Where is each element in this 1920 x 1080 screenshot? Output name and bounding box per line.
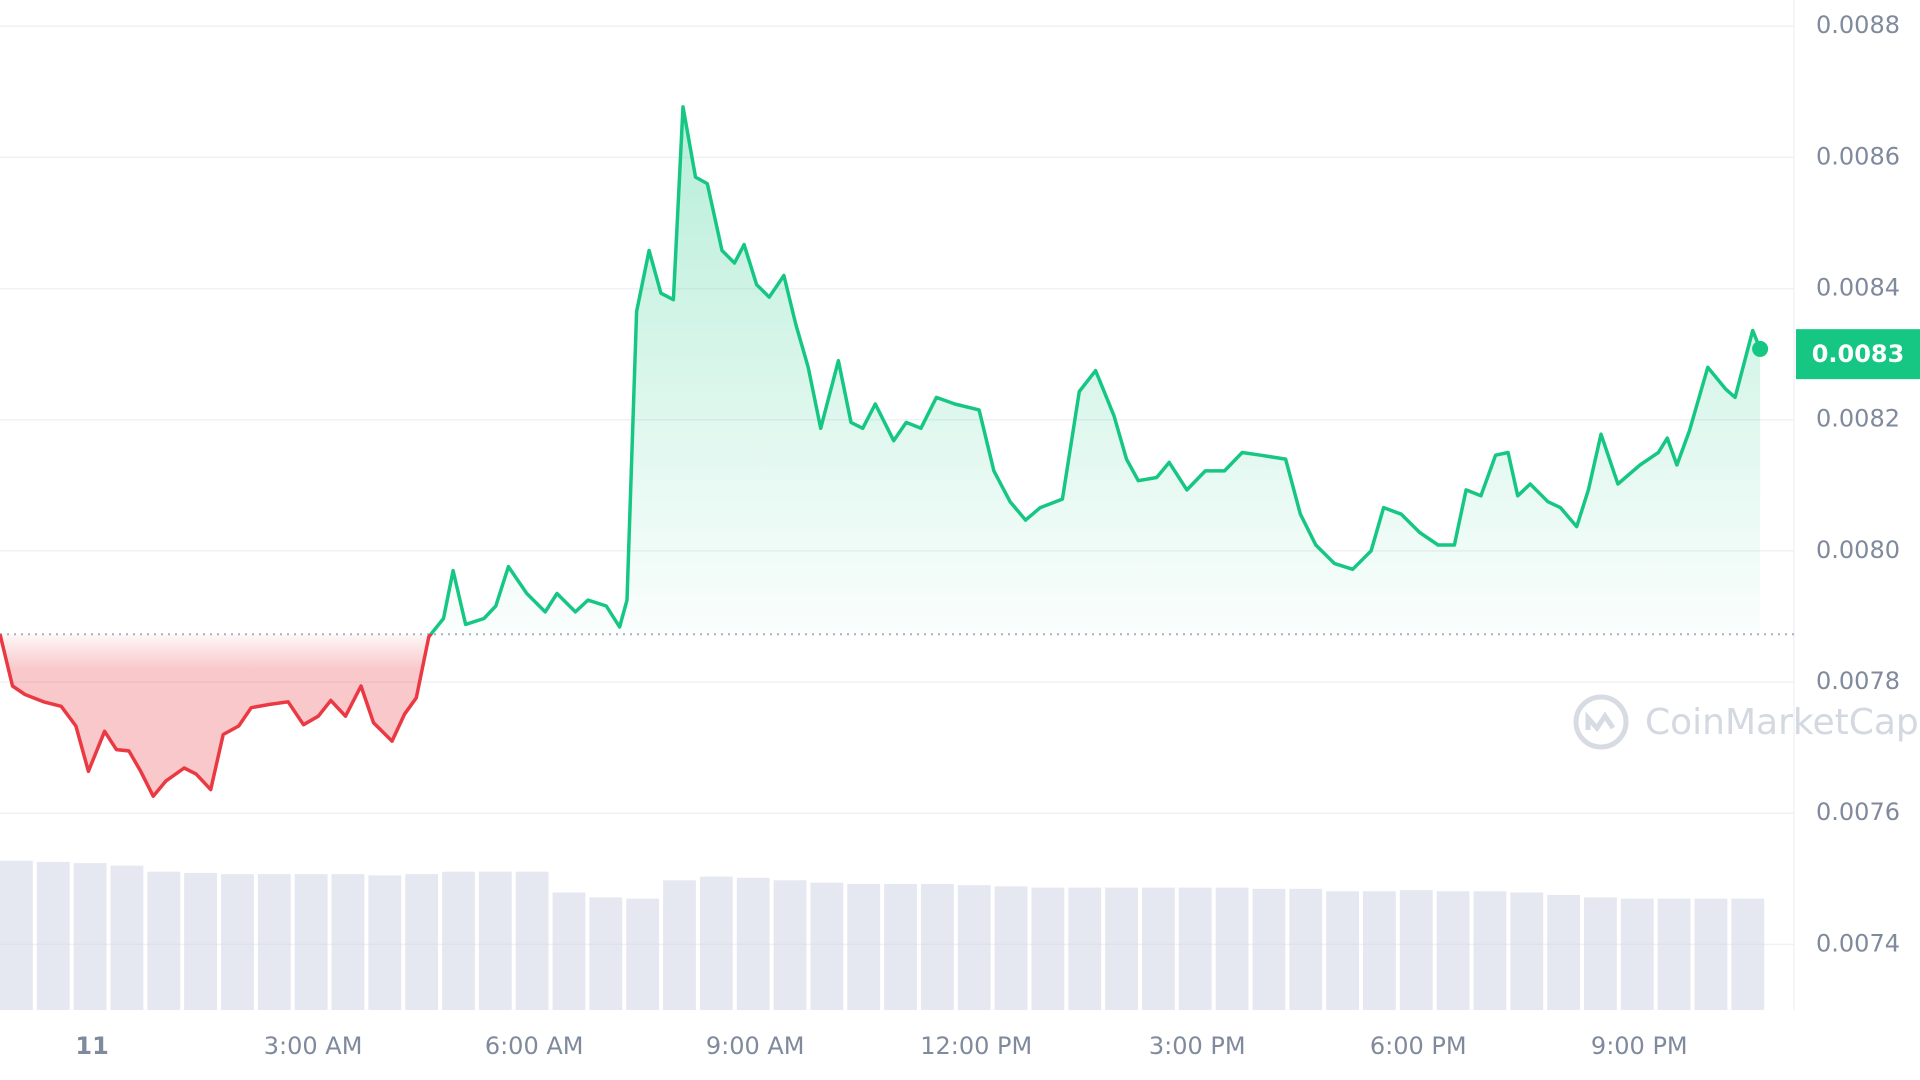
volume-bar: [1289, 888, 1323, 1010]
y-tick-label: 0.0076: [1816, 798, 1900, 826]
volume-bar: [1547, 894, 1581, 1010]
area-fill: [0, 106, 1761, 797]
volume-bar: [368, 875, 402, 1010]
x-tick-label: 11: [75, 1032, 108, 1060]
volume-bar: [1584, 897, 1617, 1010]
y-tick-label: 0.0074: [1816, 929, 1900, 957]
volume-bar: [147, 871, 181, 1010]
y-tick-label: 0.0088: [1816, 11, 1900, 39]
volume-bar: [626, 898, 660, 1010]
volume-bar: [478, 871, 512, 1010]
volume-bar: [1694, 898, 1728, 1010]
volume-bar: [1326, 891, 1359, 1010]
volume-bar: [1399, 890, 1433, 1010]
volume-bar: [736, 877, 770, 1010]
volume-bar: [994, 886, 1028, 1010]
volume-bar: [1657, 898, 1691, 1010]
volume-bar: [294, 874, 328, 1010]
volume-bar: [110, 865, 144, 1010]
x-tick-label: 3:00 AM: [264, 1032, 363, 1060]
current-price-tag: [1796, 329, 1920, 380]
current-price-label: 0.0083: [1812, 340, 1905, 368]
volume-bar: [810, 882, 844, 1010]
volume-bar: [1141, 887, 1175, 1010]
x-tick-label: 6:00 AM: [485, 1032, 584, 1060]
watermark-text: CoinMarketCap: [1645, 702, 1919, 743]
volume-bar: [1178, 887, 1212, 1010]
volume-bar: [1031, 887, 1065, 1010]
volume-bar: [1620, 898, 1654, 1010]
volume-bar: [73, 863, 107, 1010]
volume-bar: [1473, 891, 1507, 1010]
volume-bar: [589, 897, 623, 1010]
last-point: [1752, 340, 1769, 357]
volume-bar: [920, 883, 954, 1010]
y-tick-label: 0.0080: [1816, 536, 1900, 564]
volume-bar: [515, 871, 549, 1010]
watermark-logo-mark: [1585, 711, 1616, 733]
volume-bar: [1510, 892, 1544, 1010]
volume-bar: [442, 871, 475, 1010]
volume-bar: [1105, 887, 1138, 1010]
volume-bar: [405, 874, 439, 1010]
y-tick-label: 0.0082: [1816, 405, 1900, 433]
volume-bar: [663, 880, 696, 1010]
volume-bar: [773, 880, 807, 1010]
y-tick-label: 0.0078: [1816, 667, 1900, 695]
x-tick-label: 3:00 PM: [1149, 1032, 1246, 1060]
volume-bar: [221, 874, 254, 1010]
watermark-logo: [1573, 694, 1629, 750]
y-tick-label: 0.0086: [1816, 142, 1900, 170]
volume-bar: [1436, 891, 1470, 1010]
volume-bar: [1068, 887, 1102, 1010]
volume-bar: [257, 874, 291, 1010]
volume-bar: [36, 861, 70, 1010]
price-line: [0, 105, 1762, 798]
x-tick-label: 6:00 PM: [1370, 1032, 1467, 1060]
volume-bar: [957, 885, 991, 1010]
volume-bar: [884, 883, 917, 1010]
volume-bar: [1362, 891, 1396, 1010]
volume-bar: [552, 892, 586, 1010]
volume-bar: [1252, 888, 1286, 1010]
volume-bar: [1731, 898, 1765, 1010]
y-tick-label: 0.0084: [1816, 274, 1900, 302]
volume-bar: [0, 860, 33, 1010]
volume-bar: [847, 883, 881, 1010]
x-tick-label: 9:00 PM: [1591, 1032, 1688, 1060]
watermark: CoinMarketCap: [1573, 694, 1919, 750]
volume-bar: [184, 872, 218, 1010]
volume-bar: [331, 874, 365, 1010]
volume-bar: [1215, 887, 1249, 1010]
volume-bar: [699, 876, 733, 1010]
x-tick-label: 12:00 PM: [920, 1032, 1032, 1060]
x-tick-label: 9:00 AM: [706, 1032, 805, 1060]
